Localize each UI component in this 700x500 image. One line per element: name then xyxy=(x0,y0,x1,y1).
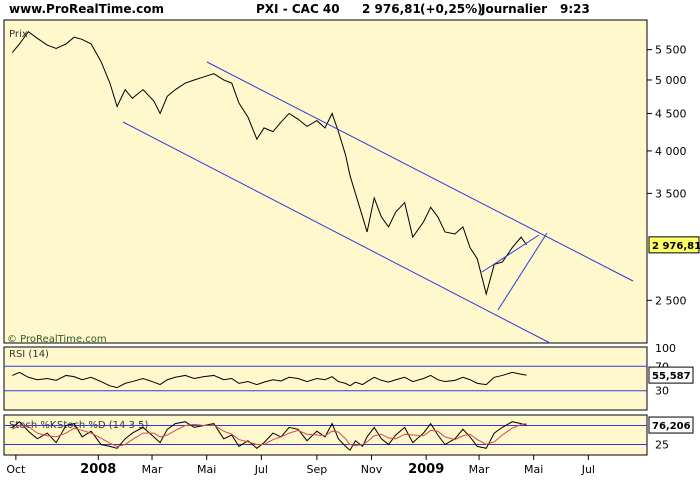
rsi-axis: 100703055,587 xyxy=(4,342,694,398)
x-tick-label: 2009 xyxy=(408,462,444,477)
x-tick-label: Sep xyxy=(307,463,328,476)
x-tick-label: 2008 xyxy=(80,462,116,477)
price-tick-label: 5 500 xyxy=(655,44,687,57)
price-tick-label: 5 000 xyxy=(655,74,687,87)
stoch-last-value-box xyxy=(648,416,694,434)
x-tick-label: Jul xyxy=(254,463,268,476)
price-last-value: 2 976,81 xyxy=(652,241,700,252)
channel-line xyxy=(206,61,634,282)
price-axis: 5 500 5 000 4 500 4 000 3 500 2 500 2 976,81 xyxy=(647,44,700,307)
wedge-line xyxy=(497,232,548,311)
price-change: (+0,25%) xyxy=(420,2,483,16)
price-series-line xyxy=(11,30,527,297)
x-tick-label: Oct xyxy=(6,463,26,476)
rsi-last-value-box xyxy=(648,366,694,384)
stoch-last-value: 76,206 xyxy=(652,421,691,432)
price-series-group xyxy=(11,30,527,297)
x-tick-label: Mar xyxy=(142,463,163,476)
x-axis: Oct 2008 Mar Mai Jul Sep Nov 2009 Mar Mai Jul xyxy=(6,455,595,477)
instrument-name: PXI - CAC 40 xyxy=(256,2,340,16)
site-url[interactable]: www.ProRealTime.com xyxy=(9,2,164,16)
rsi-last-value: 55,587 xyxy=(652,371,691,382)
stoch-tick-label: 25 xyxy=(655,439,669,452)
period-label: Journalier xyxy=(480,2,547,16)
trend-channel xyxy=(122,61,634,344)
rsi-tick-label: 100 xyxy=(655,342,676,355)
price-tick-label: 4 500 xyxy=(655,107,687,120)
stoch-series-group xyxy=(11,421,527,451)
price-tick-label: 4 000 xyxy=(655,145,687,158)
rsi-series-line xyxy=(12,371,527,389)
time-label: 9:23 xyxy=(560,2,590,16)
x-tick-label: Jul xyxy=(581,463,595,476)
watermark: © ProRealTime.com xyxy=(7,334,107,345)
price-tick-label: 2 500 xyxy=(655,294,687,307)
x-tick-label: Mai xyxy=(197,463,216,476)
rsi-series-group xyxy=(12,371,527,389)
rsi-panel xyxy=(3,346,648,411)
rsi-tick-label: 30 xyxy=(655,385,669,398)
price-last-value-box xyxy=(648,236,700,254)
rsi-panel-label: RSI (14) xyxy=(9,349,49,360)
stoch-d-line xyxy=(12,423,527,447)
price-tick-label: 3 500 xyxy=(655,187,687,200)
x-tick-label: Mai xyxy=(524,463,543,476)
channel-line xyxy=(122,121,551,344)
last-price: 2 976,81 xyxy=(362,2,421,16)
wedge-line xyxy=(481,234,540,273)
stoch-k-line xyxy=(11,421,527,451)
price-panel-label: Prix xyxy=(9,29,28,40)
stoch-axis: 752576,206 xyxy=(4,416,694,452)
x-tick-label: Nov xyxy=(361,463,383,476)
price-panel xyxy=(3,19,648,344)
x-tick-label: Mar xyxy=(469,463,490,476)
